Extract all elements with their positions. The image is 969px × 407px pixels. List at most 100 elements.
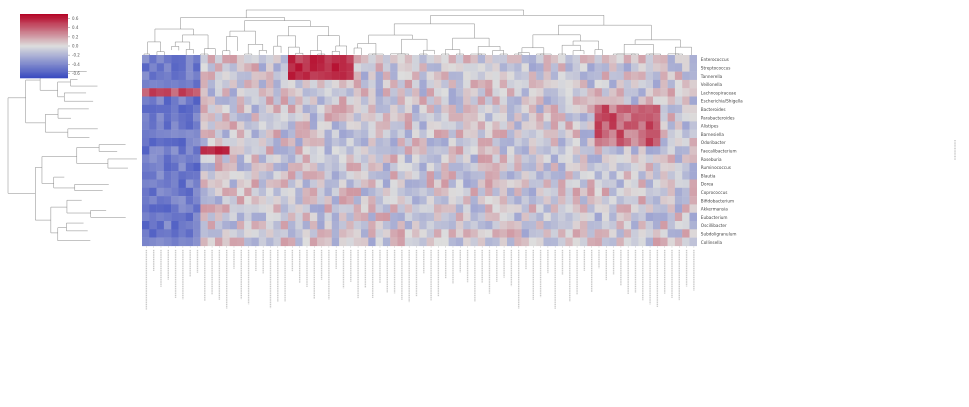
dendrogram-branch	[156, 51, 165, 55]
heatmap-cell	[514, 204, 522, 213]
heatmap-cell	[514, 129, 522, 139]
heatmap-cell	[682, 55, 690, 64]
heatmap-cell	[142, 229, 150, 238]
heatmap-cell	[492, 146, 500, 155]
heatmap-cell	[149, 88, 157, 97]
heatmap-cell	[324, 71, 332, 81]
heatmap-cell	[470, 113, 478, 122]
heatmap-cell	[499, 204, 508, 213]
heatmap-cell	[361, 138, 369, 147]
heatmap-cell	[382, 221, 391, 230]
heatmap-cell	[441, 237, 449, 247]
heatmap-cell	[477, 138, 486, 147]
heatmap-cell	[638, 229, 646, 238]
heatmap-cell	[382, 162, 391, 172]
heatmap-cell	[295, 179, 303, 188]
heatmap-cell	[565, 63, 573, 72]
heatmap-cell	[163, 79, 172, 89]
heatmap-cell	[339, 196, 347, 205]
heatmap-cell	[324, 229, 332, 238]
heatmap-cell	[674, 63, 683, 72]
heatmap-cell	[236, 113, 245, 122]
heatmap-cell	[660, 55, 668, 64]
heatmap-cell	[236, 146, 245, 155]
heatmap-cell	[660, 79, 668, 89]
heatmap-cell	[689, 237, 697, 247]
heatmap-cell	[397, 121, 405, 130]
row-label: Bacteroides	[701, 107, 726, 112]
heatmap-cell	[543, 63, 551, 72]
heatmap-cell	[142, 88, 150, 97]
heatmap-cell	[353, 55, 362, 64]
heatmap-cell	[142, 79, 150, 89]
heatmap-cell	[193, 179, 201, 188]
heatmap-cell	[295, 154, 303, 164]
heatmap-cell	[280, 96, 289, 105]
heatmap-cell	[463, 88, 471, 97]
heatmap-cell	[463, 196, 471, 205]
heatmap-cell	[682, 96, 690, 105]
heatmap-cell	[426, 237, 435, 247]
heatmap-cell	[222, 71, 230, 81]
heatmap-cell	[521, 96, 530, 105]
heatmap-cell	[477, 229, 486, 238]
heatmap-cell	[309, 88, 318, 97]
heatmap-cell	[375, 88, 384, 97]
heatmap-cell	[149, 162, 157, 172]
heatmap-cell	[441, 162, 449, 172]
heatmap-cell	[142, 146, 150, 155]
row-label: Eubacterium	[701, 215, 728, 220]
heatmap-cell	[609, 104, 617, 114]
heatmap-cell	[288, 88, 296, 97]
colorbar-tick-label: 0.4	[72, 25, 79, 30]
heatmap-cell	[229, 121, 238, 130]
heatmap-cell	[236, 88, 245, 97]
heatmap-cell	[317, 229, 325, 238]
dendrogram-branch	[7, 97, 36, 194]
heatmap-cell	[339, 204, 347, 213]
heatmap-cell	[302, 129, 311, 139]
heatmap-cell	[572, 187, 581, 197]
heatmap-cell	[550, 187, 559, 197]
heatmap-cell	[507, 129, 515, 139]
heatmap-cell	[441, 179, 449, 188]
heatmap-cell	[499, 229, 508, 238]
heatmap-cell	[258, 55, 267, 64]
heatmap-cell	[266, 129, 274, 139]
heatmap-cell	[645, 138, 654, 147]
heatmap-cell	[499, 63, 508, 72]
heatmap-cell	[171, 237, 179, 247]
colorbar-segment	[20, 53, 68, 55]
heatmap-cell	[623, 146, 632, 155]
heatmap-cell	[149, 113, 157, 122]
heatmap-cell	[660, 204, 668, 213]
heatmap-cell	[616, 187, 624, 197]
heatmap-cell	[207, 171, 216, 180]
heatmap-cell	[477, 96, 486, 105]
heatmap-cell	[441, 204, 449, 213]
heatmap-cell	[463, 162, 471, 172]
heatmap-cell	[419, 96, 427, 105]
heatmap-cell	[280, 154, 289, 164]
heatmap-cell	[258, 146, 267, 155]
heatmap-cell	[382, 113, 391, 122]
heatmap-cell	[215, 171, 223, 180]
dendrogram-branch	[675, 46, 692, 55]
dendrogram-branch	[623, 44, 654, 55]
heatmap-cell	[346, 212, 354, 222]
heatmap-cell	[682, 146, 690, 155]
heatmap-cell	[682, 237, 690, 247]
heatmap-cell	[594, 229, 603, 238]
heatmap-cell	[353, 171, 362, 180]
heatmap-cell	[441, 171, 449, 180]
heatmap-cell	[448, 121, 457, 130]
heatmap-cell	[215, 96, 223, 105]
colorbar-segment	[20, 40, 68, 43]
heatmap-cell	[667, 196, 676, 205]
heatmap-cell	[251, 129, 259, 139]
heatmap-cell	[339, 146, 347, 155]
heatmap-cell	[200, 196, 208, 205]
heatmap-cell	[368, 237, 376, 247]
heatmap-cell	[375, 212, 384, 222]
heatmap-cell	[324, 196, 332, 205]
